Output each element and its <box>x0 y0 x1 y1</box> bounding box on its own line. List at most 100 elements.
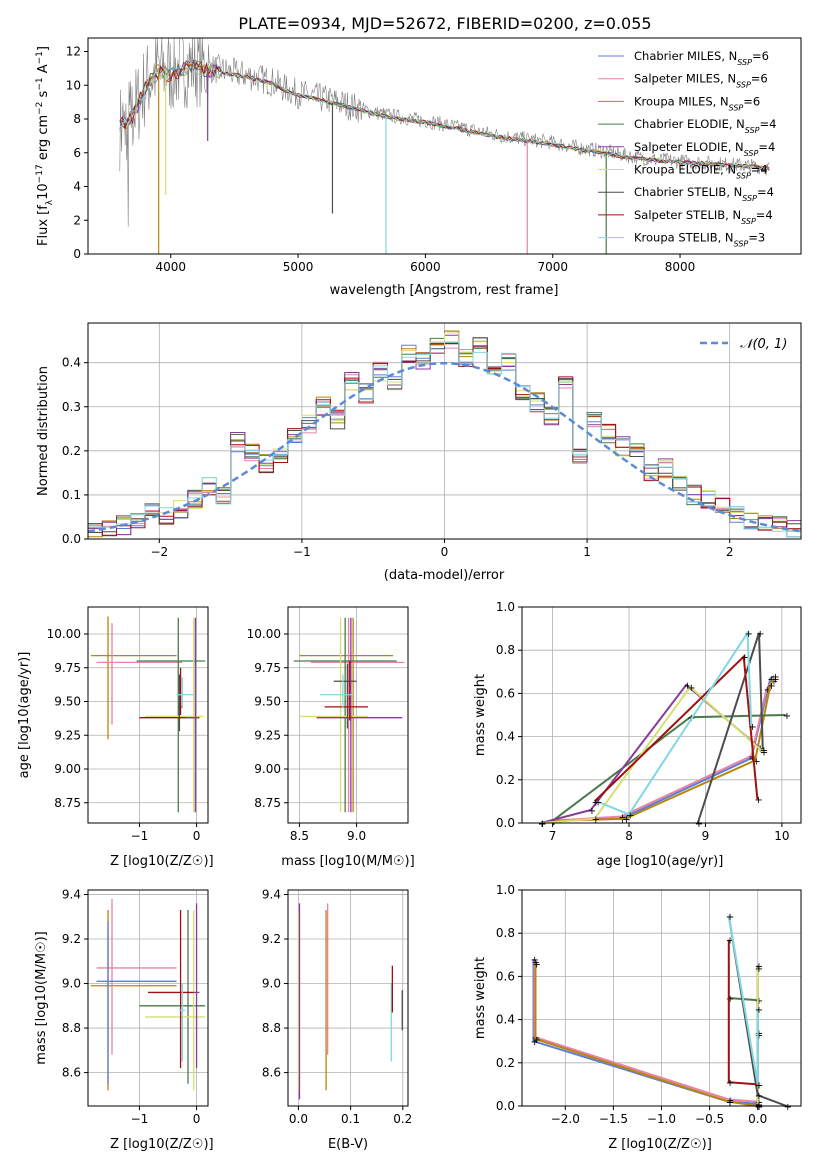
y-tick-label: 0.2 <box>62 444 81 458</box>
point-marker: + <box>784 1102 792 1113</box>
plot-frame <box>87 889 209 1107</box>
x-tick-label: 10 <box>774 829 789 843</box>
weight-line <box>727 915 759 1085</box>
spectrum-data-line <box>119 37 770 227</box>
point-marker: + <box>618 815 626 826</box>
y-tick-label: 0.6 <box>496 969 515 983</box>
y-tick-label: 10.00 <box>47 627 81 641</box>
y-tick-label: 9.75 <box>54 661 81 675</box>
x-axis-label: wavelength [Angstrom, rest frame] <box>330 283 559 298</box>
x-tick-label: −1 <box>293 545 311 559</box>
legend-label: Kroupa MILES, NSSP=6 <box>634 94 760 112</box>
point-marker: + <box>538 819 546 830</box>
point-marker: + <box>755 1102 763 1113</box>
point-marker: + <box>538 819 546 830</box>
x-axis-label: E(B-V) <box>328 1137 368 1152</box>
point-marker: + <box>754 795 762 806</box>
y-tick-label: 8.75 <box>254 796 281 810</box>
plot-frame <box>287 606 409 824</box>
point-marker: + <box>783 711 791 722</box>
point-marker: + <box>695 819 703 830</box>
point-marker: + <box>726 1078 734 1089</box>
weight-vs-z-panel: −2.0 −1.5 −1.0 −0.5 0.00.00.20.40.60.81.0+++… <box>473 883 802 1152</box>
x-tick-label: −1 <box>131 1112 149 1126</box>
y-tick-label: 0.0 <box>62 532 81 546</box>
x-tick-label: 0.2 <box>393 1112 412 1126</box>
y-tick-label: 0.2 <box>496 1056 515 1070</box>
y-tick-label: 9.2 <box>62 932 81 946</box>
point-marker: + <box>755 1102 763 1113</box>
point-marker: + <box>764 685 772 696</box>
model-line <box>119 62 770 170</box>
y-tick-label: 1.0 <box>496 600 515 614</box>
x-tick-label: 1 <box>583 545 591 559</box>
y-tick-label: 9.00 <box>54 762 81 776</box>
y-tick-label: 0.4 <box>496 730 515 744</box>
x-tick-label: 8.5 <box>290 829 309 843</box>
weight-line <box>541 685 764 824</box>
point-marker: + <box>767 674 775 685</box>
point-marker: + <box>755 1102 763 1113</box>
y-axis-label: mass weight <box>473 957 488 1039</box>
y-tick-label: 0.8 <box>496 926 515 940</box>
plot-frame <box>87 606 209 824</box>
point-marker: + <box>594 797 602 808</box>
y-tick-label: 0.6 <box>496 686 515 700</box>
x-tick-label: 5000 <box>283 260 314 274</box>
point-marker: + <box>755 1100 763 1111</box>
y-axis-label: Flux [fλ10−17 erg cm−2 s−1 A−1] <box>35 46 55 246</box>
weight-line <box>596 629 753 816</box>
point-marker: + <box>748 722 756 733</box>
spectrum-panel: 4000 5000 6000 7000 8000 0 2 4 6 8 10 12 wavelength … <box>35 37 802 298</box>
point-marker: + <box>767 681 775 692</box>
point-marker: + <box>538 819 546 830</box>
x-tick-label: 0 <box>441 545 449 559</box>
weight-line <box>728 997 759 1106</box>
point-marker: + <box>771 672 779 683</box>
legend-label: Kroupa STELIB, NSSP=3 <box>634 231 765 249</box>
point-marker: + <box>531 1037 539 1048</box>
point-marker: + <box>532 957 540 968</box>
x-tick-label: −2 <box>150 545 168 559</box>
y-tick-label: 9.0 <box>62 977 81 991</box>
x-axis-label: Z [log <box>110 854 148 869</box>
legend-label: Salpeter ELODIE, NSSP=4 <box>634 140 775 158</box>
x-tick-label: 2 <box>726 545 734 559</box>
normal-curve <box>87 361 802 533</box>
x-axis-label: Z [log <box>110 1137 148 1152</box>
model-line <box>119 59 770 171</box>
point-marker: + <box>538 819 546 830</box>
point-marker: + <box>592 815 600 826</box>
y-tick-label: 0.0 <box>496 816 515 830</box>
y-tick-label: 10.00 <box>247 627 281 641</box>
point-marker: + <box>755 1005 763 1016</box>
y-tick-label: 9.25 <box>54 728 81 742</box>
y-tick-label: 9.2 <box>262 932 281 946</box>
legend-label: Salpeter MILES, NSSP=6 <box>634 72 768 90</box>
point-marker: + <box>588 806 596 817</box>
point-marker: + <box>726 912 734 923</box>
y-tick-label: 8.6 <box>62 1066 81 1080</box>
x-tick-label: 7 <box>549 829 557 843</box>
weight-line <box>593 654 759 803</box>
point-marker: + <box>755 1080 763 1091</box>
point-marker: + <box>531 955 539 966</box>
x-axis-label: 10(Z/Z☉)] <box>148 854 214 869</box>
point-marker: + <box>771 674 779 685</box>
point-marker: + <box>538 819 546 830</box>
spectrum-title: PLATE=0934, MJD=52672, FIBERID=0200, z=0… <box>238 14 651 33</box>
point-marker: + <box>741 653 749 664</box>
y-tick-label: 0.4 <box>62 356 81 370</box>
point-marker: + <box>748 754 756 765</box>
point-marker: + <box>760 748 768 759</box>
age-vs-mass-panel: 8.5 9.0 8.75 9.00 9.25 9.50 9.75 10.00 mass [log… <box>247 606 415 869</box>
y-tick-label: 9.0 <box>262 977 281 991</box>
y-tick-label: 9.4 <box>62 887 81 901</box>
point-marker: + <box>622 815 630 826</box>
point-marker: + <box>744 629 752 640</box>
x-tick-label: −1.5 <box>599 1112 628 1126</box>
point-marker: + <box>755 1091 763 1102</box>
residuals-panel: −2 −1 0 1 2 0.0 0.1 0.2 0.3 0.4 (data-model)/error… <box>36 322 802 583</box>
point-marker: + <box>532 959 540 970</box>
x-tick-label: −1.0 <box>647 1112 676 1126</box>
